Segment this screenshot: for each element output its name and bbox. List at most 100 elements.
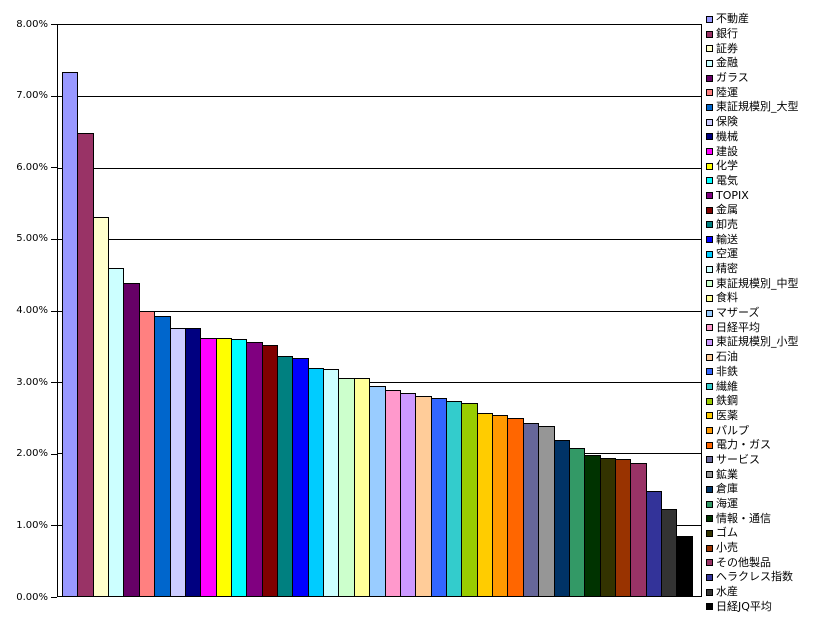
legend-label: 電気 (716, 173, 738, 187)
legend-marker-icon (706, 103, 713, 111)
legend-label: 医薬 (716, 408, 738, 422)
bar-ヘラクレス指数 (645, 491, 663, 596)
legend-label: 繊維 (716, 379, 738, 393)
y-tick-label: 4.00% (16, 305, 48, 316)
legend-row-非鉄: 非鉄 (706, 365, 799, 380)
bar-日経平均 (384, 390, 401, 596)
legend-row-日経平均: 日経平均 (706, 320, 799, 335)
legend-marker-icon (706, 133, 713, 141)
bar-小売 (614, 458, 632, 596)
bar-輸送 (292, 358, 309, 596)
legend-marker-icon (706, 529, 713, 537)
gridline (58, 239, 701, 241)
legend-label: 金融 (716, 56, 738, 70)
legend-marker-icon (706, 544, 713, 552)
legend-marker-icon (706, 236, 713, 244)
legend-marker-icon (706, 603, 713, 611)
legend-row-電気: 電気 (706, 174, 799, 189)
y-tick-mark (51, 24, 57, 25)
bar-金属 (261, 345, 279, 596)
legend-row-陸運: 陸運 (706, 85, 799, 100)
y-tick-label: 3.00% (16, 376, 48, 388)
gridline (58, 96, 701, 98)
legend-row-輸送: 輸送 (706, 232, 799, 247)
bar-東証規模別_大型 (154, 316, 171, 596)
legend-marker-icon (706, 456, 713, 464)
legend-label: 不動産 (716, 12, 749, 26)
legend-row-建設: 建設 (706, 144, 799, 159)
legend-row-ゴム: ゴム (706, 526, 799, 541)
legend-row-不動産: 不動産 (706, 12, 799, 27)
legend-row-海運: 海運 (706, 497, 799, 512)
legend-row-マザーズ: マザーズ (706, 306, 799, 321)
legend-marker-icon (706, 397, 713, 405)
legend-marker-icon (706, 280, 713, 288)
bar-精密 (323, 369, 340, 596)
legend-marker-icon (706, 588, 713, 596)
legend-row-空運: 空運 (706, 247, 799, 262)
bar-銀行 (77, 132, 94, 596)
legend-row-繊維: 繊維 (706, 379, 799, 394)
legend-row-医薬: 医薬 (706, 409, 799, 424)
legend-label: 石油 (716, 350, 738, 364)
legend-row-ヘラクレス指数: ヘラクレス指数 (706, 570, 799, 585)
bar-不動産 (62, 72, 79, 596)
legend-row-水産: 水産 (706, 585, 799, 600)
legend-marker-icon (706, 30, 713, 38)
legend-marker-icon (706, 15, 713, 23)
legend-label: 保険 (716, 115, 738, 129)
y-tick-mark (51, 382, 57, 384)
legend-label: 情報・通信 (716, 511, 771, 525)
legend-marker-icon (706, 294, 713, 302)
bar-証券 (92, 217, 110, 596)
legend-marker-icon (706, 118, 713, 126)
legend-row-ガラス: ガラス (706, 71, 799, 86)
legend-label: サービス (716, 452, 760, 466)
legend-label: ゴム (716, 526, 738, 540)
bar-金融 (108, 267, 125, 596)
legend-label: 証券 (716, 41, 738, 55)
bar-電力・ガス (507, 418, 524, 596)
legend-marker-icon (706, 74, 713, 82)
legend-marker-icon (706, 353, 713, 361)
legend-label: 電力・ガス (716, 438, 771, 452)
y-tick-label: 0.00% (16, 591, 48, 603)
legend-row-卸売: 卸売 (706, 218, 799, 233)
legend-marker-icon (706, 559, 713, 567)
plot-area (57, 24, 702, 597)
legend-marker-icon (706, 427, 713, 435)
legend-marker-icon (706, 338, 713, 346)
bar-TOPIX (246, 341, 263, 596)
bar-空運 (307, 367, 325, 596)
legend-marker-icon (706, 383, 713, 391)
bar-サービス (522, 422, 540, 596)
legend-row-金属: 金属 (706, 203, 799, 218)
bar-ゴム (599, 458, 616, 596)
legend-marker-icon (706, 192, 713, 200)
legend-row-鉄鋼: 鉄鋼 (706, 394, 799, 409)
legend-marker-icon (706, 221, 713, 229)
y-tick-mark (51, 525, 57, 527)
legend: 不動産 銀行 証券 金融 ガラス 陸運 東証規模別_大型 保険 機械 建設 化学 電気 TOPIX 金属卸… (706, 12, 799, 614)
legend-row-証券: 証券 (706, 41, 799, 56)
legend-row-保険: 保険 (706, 115, 799, 130)
legend-label: 東証規模別_中型 (716, 276, 799, 290)
legend-marker-icon (706, 206, 713, 214)
bar-series (58, 25, 701, 596)
legend-label: 倉庫 (716, 482, 738, 496)
y-tick-mark (51, 167, 57, 169)
legend-label: 東証規模別_大型 (716, 100, 799, 114)
legend-row-パルプ: パルプ (706, 423, 799, 438)
legend-marker-icon (706, 368, 713, 376)
legend-label: 輸送 (716, 232, 738, 246)
legend-marker-icon (706, 441, 713, 449)
bar-繊維 (445, 401, 463, 596)
bar-鉱業 (538, 426, 555, 596)
legend-row-化学: 化学 (706, 159, 799, 174)
legend-label: 建設 (716, 144, 738, 158)
bar-水産 (661, 508, 678, 596)
y-tick-mark (51, 453, 57, 455)
legend-row-金融: 金融 (706, 56, 799, 71)
y-tick-mark (51, 95, 57, 97)
